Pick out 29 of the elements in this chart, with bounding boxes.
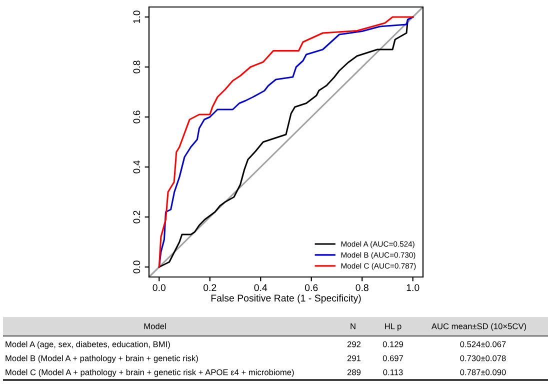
y-tick-label: 0.4	[133, 160, 140, 174]
text: 291	[347, 355, 361, 362]
text: 0.524±0.067	[460, 341, 506, 348]
text: Model B (Model A + pathology + brain + genetic risk)	[6, 355, 198, 363]
category-label: HL p	[385, 323, 402, 331]
y-tick-label: 0.0	[133, 260, 140, 274]
x-tick-label: 0.6	[304, 284, 318, 292]
y-tick-label: 0.6	[133, 110, 140, 124]
text: 0.787±0.090	[460, 369, 506, 376]
text: 0.697	[382, 355, 404, 362]
text: 0.129	[382, 341, 404, 348]
x-tick-label: 0.0	[152, 284, 166, 292]
text: 0.730±0.078	[460, 355, 506, 362]
category-label: Model	[144, 323, 166, 330]
x-tick-label: 0.2	[204, 284, 216, 292]
text: 289	[347, 369, 361, 376]
text: Model A (age, sex, diabetes, education, BMI)	[6, 341, 170, 349]
category-label: AUC mean±SD (10×5CV)	[431, 323, 526, 331]
y-tick-label: 0.8	[133, 60, 140, 74]
x-tick-label: 0.8	[356, 284, 368, 292]
y-tick-label: 0.2	[133, 210, 140, 224]
category-label: N	[350, 323, 356, 330]
text: Model C (Model A + pathology + brain + genetic risk + APOE ε4 + microbiome)	[6, 369, 294, 377]
text: 292	[347, 341, 361, 348]
x-axis-title: False Positive Rate (1 - Specificity)	[211, 294, 361, 304]
text: 0.113	[383, 369, 403, 376]
x-tick-label: 1.0	[406, 284, 420, 292]
x-tick-label: 0.4	[254, 284, 268, 292]
y-tick-label: 1.0	[133, 10, 140, 24]
